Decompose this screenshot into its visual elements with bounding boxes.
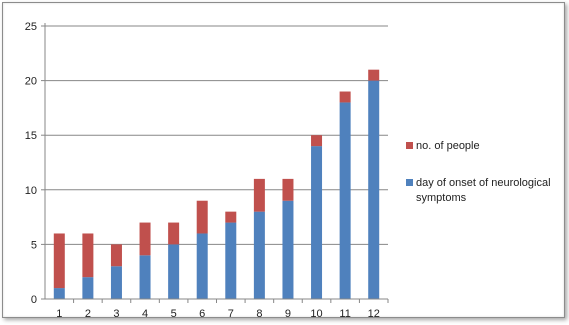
x-tick-labels: 1 2 3 4 5 6 7 8 9 10 11 12 xyxy=(56,299,389,320)
y-tick-labels: 0 5 10 15 20 25 xyxy=(25,21,37,306)
bar-no-of-people-1 xyxy=(53,233,65,289)
bar-day-of-onset-10 xyxy=(311,146,323,299)
bar-day-of-onset-7 xyxy=(225,222,237,299)
x-tick-label: 10 xyxy=(310,308,322,320)
legend: no. of people day of onset of neurologic… xyxy=(406,140,551,204)
bars xyxy=(53,69,380,299)
x-tick-label: 3 xyxy=(113,308,119,320)
y-tick-label: 0 xyxy=(31,294,37,306)
x-tick-label: 7 xyxy=(228,308,234,320)
bar-no-of-people-8 xyxy=(253,178,265,212)
y-tick-label: 25 xyxy=(25,21,37,33)
bar-no-of-people-12 xyxy=(368,69,380,81)
x-tick-label: 8 xyxy=(256,308,262,320)
bar-day-of-onset-3 xyxy=(110,266,122,299)
bar-no-of-people-3 xyxy=(110,244,122,267)
bar-no-of-people-2 xyxy=(82,233,94,278)
bar-day-of-onset-9 xyxy=(282,200,294,299)
x-tick-label: 2 xyxy=(85,308,91,320)
x-tick-label: 12 xyxy=(368,308,380,320)
legend-label-day-of-onset: day of onset of neurological xyxy=(416,177,551,189)
legend-label-day-of-onset-line2: symptoms xyxy=(416,192,467,204)
x-tick-label: 1 xyxy=(56,308,62,320)
y-tick-label: 20 xyxy=(25,76,37,88)
x-tick-label: 11 xyxy=(339,308,350,320)
bar-no-of-people-9 xyxy=(282,178,294,201)
legend-label-no-of-people: no. of people xyxy=(416,140,480,152)
bar-day-of-onset-12 xyxy=(368,80,380,299)
bar-no-of-people-10 xyxy=(311,135,323,147)
x-tick-label: 5 xyxy=(171,308,177,320)
bar-no-of-people-11 xyxy=(339,91,351,103)
bar-no-of-people-4 xyxy=(139,222,151,256)
legend-swatch-day-of-onset xyxy=(406,179,413,186)
bar-no-of-people-5 xyxy=(168,222,180,245)
x-tick-label: 6 xyxy=(199,308,205,320)
y-tick-label: 10 xyxy=(25,185,37,197)
bar-day-of-onset-6 xyxy=(196,233,208,299)
chart-frame: 0 5 10 15 20 25 1 2 3 4 5 6 7 8 9 10 11 12 no. of people… xyxy=(2,2,565,320)
bar-day-of-onset-5 xyxy=(168,244,180,299)
legend-swatch-no-of-people xyxy=(406,142,413,149)
bar-no-of-people-6 xyxy=(196,200,208,234)
bar-day-of-onset-1 xyxy=(53,288,65,299)
bar-day-of-onset-2 xyxy=(82,277,94,299)
y-tick-label: 5 xyxy=(31,239,37,251)
bar-day-of-onset-11 xyxy=(339,102,351,299)
gridlines xyxy=(41,25,388,300)
bar-no-of-people-7 xyxy=(225,211,237,223)
x-tick-label: 4 xyxy=(142,308,148,320)
axes xyxy=(44,23,388,300)
y-tick-label: 15 xyxy=(25,130,37,142)
x-tick-label: 9 xyxy=(285,308,291,320)
bar-day-of-onset-8 xyxy=(253,211,265,299)
bar-day-of-onset-4 xyxy=(139,255,151,299)
